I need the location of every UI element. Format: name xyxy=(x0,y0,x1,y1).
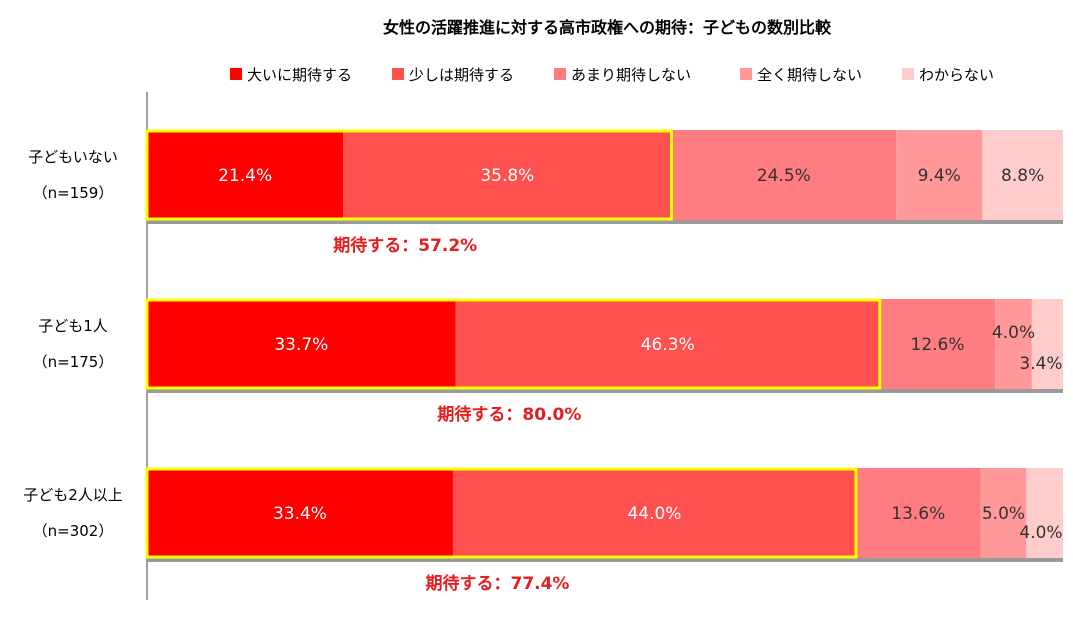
data-label: 35.8% xyxy=(480,166,534,186)
legend-swatch-1 xyxy=(392,68,404,80)
bar-segment xyxy=(896,130,983,220)
data-label: 33.4% xyxy=(273,504,327,524)
highlight-box xyxy=(145,467,858,559)
data-label: 4.0% xyxy=(992,323,1035,343)
legend-label-4: わからない xyxy=(919,66,994,84)
legend-label-2: あまり期待しない xyxy=(571,66,691,84)
total-expect-label: 期待する：80.0% xyxy=(437,404,581,425)
bar-segment xyxy=(855,468,981,558)
bar-shadow xyxy=(148,558,1063,562)
highlight-box xyxy=(145,298,882,390)
data-label: 46.3% xyxy=(641,335,695,355)
bar-segment xyxy=(455,299,880,389)
legend-swatch-4 xyxy=(902,68,914,80)
total-expect-label: 期待する：57.2% xyxy=(333,235,477,256)
category-n-label: （n=159） xyxy=(33,184,114,202)
category-label: 子ども2人以上 xyxy=(23,486,123,504)
data-label: 3.4% xyxy=(1019,354,1062,374)
category-label: 子どもいない xyxy=(28,148,118,166)
data-label: 13.6% xyxy=(891,504,945,524)
legend-swatch-3 xyxy=(740,68,752,80)
bar-segment xyxy=(980,468,1027,558)
legend-label-0: 大いに期待する xyxy=(247,66,352,84)
category-n-label: （n=175） xyxy=(33,353,114,371)
legend-swatch-0 xyxy=(230,68,242,80)
legend-label-1: 少しは期待する xyxy=(409,66,514,84)
bar-segment xyxy=(452,468,856,558)
bar-segment xyxy=(671,130,897,220)
bar-segment xyxy=(982,130,1063,220)
data-label: 4.0% xyxy=(1019,523,1062,543)
legend: 大いに期待する 少しは期待する あまり期待しない 全く期待しない わからない xyxy=(230,66,994,84)
data-label: 12.6% xyxy=(911,335,965,355)
data-label: 9.4% xyxy=(918,166,961,186)
bar-segment xyxy=(147,299,456,389)
bars: 子どもいない （n=159） 21.4% 35.8% 24.5% 9.4% 8.8% 期待する… xyxy=(23,129,1063,594)
category-label: 子ども1人 xyxy=(38,317,108,335)
bar-segment xyxy=(1026,468,1063,558)
total-expect-label: 期待する：77.4% xyxy=(425,573,569,594)
data-label: 21.4% xyxy=(218,166,272,186)
highlight-box xyxy=(145,129,673,221)
bar-segment xyxy=(1031,299,1063,389)
bar-segment xyxy=(343,130,672,220)
data-label: 33.7% xyxy=(274,335,328,355)
bar-segment xyxy=(879,299,996,389)
bar-shadow xyxy=(148,220,1063,224)
bar-segment xyxy=(995,299,1032,389)
legend-label-3: 全く期待しない xyxy=(757,66,862,84)
bar-segment xyxy=(147,130,344,220)
data-label: 8.8% xyxy=(1001,166,1044,186)
data-label: 24.5% xyxy=(757,166,811,186)
data-label: 5.0% xyxy=(982,504,1025,524)
chart-title: 女性の活躍推進に対する高市政権への期待：子どもの数別比較 xyxy=(383,18,832,37)
data-label: 44.0% xyxy=(627,504,681,524)
legend-swatch-2 xyxy=(554,68,566,80)
bar-segment xyxy=(147,468,453,558)
bar-shadow xyxy=(148,389,1063,393)
category-n-label: （n=302） xyxy=(33,522,114,540)
